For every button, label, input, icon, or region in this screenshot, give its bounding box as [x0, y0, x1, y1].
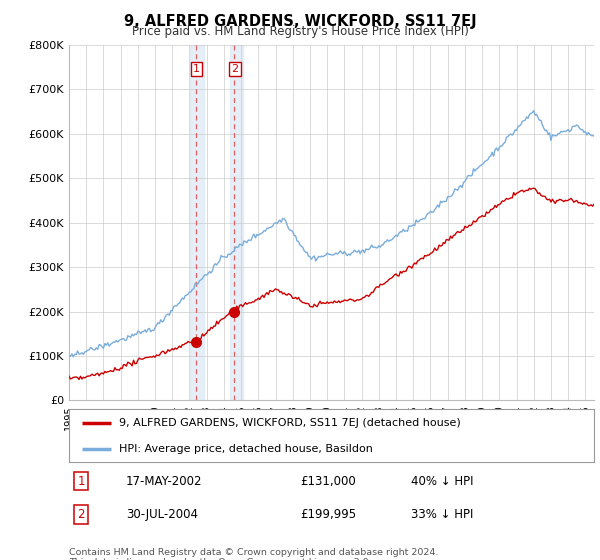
Text: 30-JUL-2004: 30-JUL-2004: [126, 507, 198, 521]
Text: Price paid vs. HM Land Registry's House Price Index (HPI): Price paid vs. HM Land Registry's House …: [131, 25, 469, 38]
Text: £131,000: £131,000: [300, 474, 356, 488]
Text: 1: 1: [193, 64, 200, 74]
Bar: [230, 45, 242, 400]
Text: 2: 2: [231, 64, 238, 74]
Text: 17-MAY-2002: 17-MAY-2002: [126, 474, 203, 488]
Bar: [190, 45, 205, 400]
Text: Contains HM Land Registry data © Crown copyright and database right 2024.
This d: Contains HM Land Registry data © Crown c…: [69, 548, 439, 560]
Text: 2: 2: [77, 507, 85, 521]
Text: 33% ↓ HPI: 33% ↓ HPI: [411, 507, 473, 521]
Text: 40% ↓ HPI: 40% ↓ HPI: [411, 474, 473, 488]
Text: £199,995: £199,995: [300, 507, 356, 521]
Text: 9, ALFRED GARDENS, WICKFORD, SS11 7EJ: 9, ALFRED GARDENS, WICKFORD, SS11 7EJ: [124, 14, 476, 29]
Text: 1: 1: [77, 474, 85, 488]
Text: 9, ALFRED GARDENS, WICKFORD, SS11 7EJ (detached house): 9, ALFRED GARDENS, WICKFORD, SS11 7EJ (d…: [119, 418, 461, 428]
Text: HPI: Average price, detached house, Basildon: HPI: Average price, detached house, Basi…: [119, 444, 373, 454]
